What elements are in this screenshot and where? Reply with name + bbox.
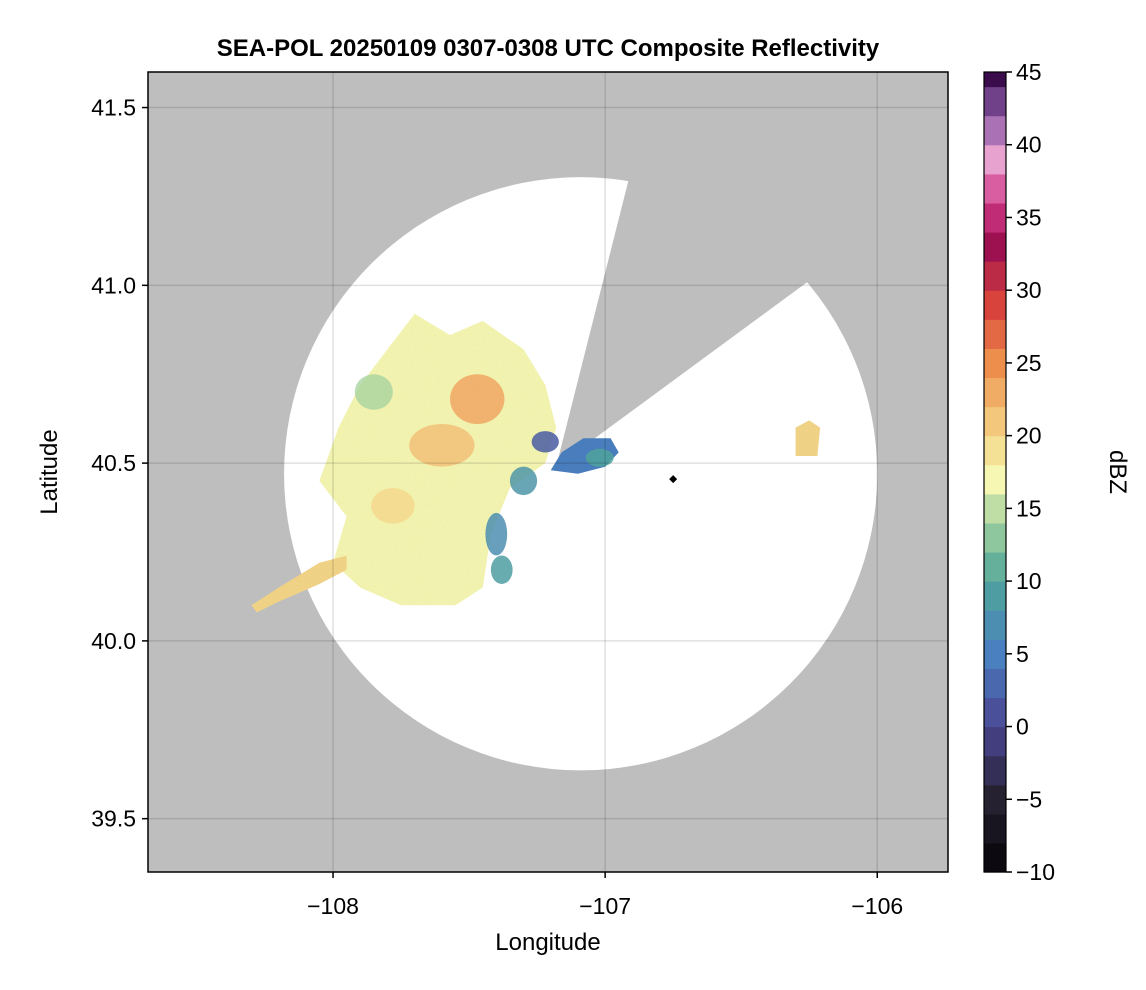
colorbar-tick-label-2: −5 (1016, 786, 1042, 812)
colorbar-step-10 (984, 581, 1006, 611)
colorbar-step-22 (984, 232, 1006, 262)
x-tick-label-1: −108 (307, 893, 359, 919)
blocked-sector (556, 72, 948, 467)
echo-core-1 (450, 374, 505, 424)
colorbar-step-25 (984, 144, 1006, 175)
y-tick-label-5: 41.5 (91, 95, 136, 121)
chart-title: SEA-POL 20250109 0307-0308 UTC Composite… (217, 35, 880, 62)
y-tick-label-2: 40.0 (91, 628, 136, 654)
colorbar-step-17 (984, 377, 1006, 408)
colorbar-tick-label-1: −10 (1016, 859, 1055, 885)
radar-location-marker (669, 475, 678, 484)
colorbar-step-3 (984, 784, 1006, 815)
colorbar-step-12 (984, 522, 1006, 553)
plot-frame (147, 71, 949, 873)
colorbar-tick-label-7: 20 (1016, 423, 1042, 449)
colorbar-step-28 (984, 72, 1006, 88)
colorbar-step-8 (984, 639, 1006, 669)
y-tick-label-4: 41.0 (91, 272, 136, 298)
echo-core-4 (354, 374, 393, 410)
colorbar-tick-label-6: 15 (1016, 495, 1042, 521)
colorbar-tick-label-4: 5 (1016, 641, 1029, 667)
colorbar-tick-label-10: 35 (1016, 204, 1042, 230)
colorbar-step-20 (984, 290, 1006, 320)
echo-layer (251, 313, 821, 613)
colorbar-step-13 (984, 493, 1006, 524)
colorbar (984, 72, 1006, 873)
colorbar-step-6 (984, 697, 1006, 728)
echo-fringe-4 (531, 431, 559, 453)
colorbar-tick-label-9: 30 (1016, 277, 1042, 303)
echo-region-2 (251, 555, 347, 613)
colorbar-step-15 (984, 435, 1006, 466)
echo-core-3 (371, 488, 415, 524)
colorbar-step-2 (984, 813, 1006, 844)
echo-near-core (585, 448, 614, 467)
echo-fringe-2 (485, 512, 508, 556)
x-axis-ticks: −108 −107 −106 (307, 872, 903, 919)
colorbar-tick-label-8: 25 (1016, 350, 1042, 376)
colorbar-step-5 (984, 726, 1006, 757)
colorbar-step-18 (984, 348, 1006, 379)
colorbar-step-24 (984, 173, 1006, 204)
x-tick-label-2: −107 (579, 893, 631, 919)
echo-region-4 (795, 420, 821, 456)
colorbar-step-7 (984, 668, 1006, 699)
colorbar-step-19 (984, 319, 1006, 349)
y-axis-label: Latitude (36, 429, 63, 514)
echo-fringe-1 (509, 466, 538, 496)
y-axis-ticks: 39.5 40.0 40.5 41.0 41.5 (91, 95, 148, 832)
colorbar-step-23 (984, 202, 1006, 233)
colorbar-step-26 (984, 115, 1006, 146)
colorbar-label: dBZ (1104, 450, 1131, 494)
colorbar-tick-label-5: 10 (1016, 568, 1042, 594)
colorbar-step-4 (984, 755, 1006, 786)
plot-area (148, 72, 948, 872)
x-axis-label: Longitude (495, 929, 600, 956)
colorbar-tick-label-3: 0 (1016, 714, 1029, 740)
colorbar-step-9 (984, 610, 1006, 640)
y-tick-label-3: 40.5 (91, 450, 136, 476)
x-tick-label-3: −106 (851, 893, 903, 919)
colorbar-tick-label-12: 45 (1016, 59, 1042, 85)
echo-fringe-3 (490, 555, 513, 584)
colorbar-step-21 (984, 261, 1006, 291)
colorbar-step-16 (984, 406, 1006, 437)
colorbar-step-14 (984, 464, 1006, 495)
y-tick-label-1: 39.5 (91, 806, 136, 832)
echo-core-2 (409, 424, 475, 467)
colorbar-tick-label-11: 40 (1016, 132, 1042, 158)
colorbar-frame (983, 71, 1007, 873)
colorbar-step-1 (984, 842, 1006, 873)
grid-lines (148, 72, 948, 872)
colorbar-ticks: −10 −5 0 5 10 15 20 25 30 35 40 45 (1006, 59, 1055, 885)
colorbar-step-11 (984, 552, 1006, 582)
colorbar-step-27 (984, 86, 1006, 117)
